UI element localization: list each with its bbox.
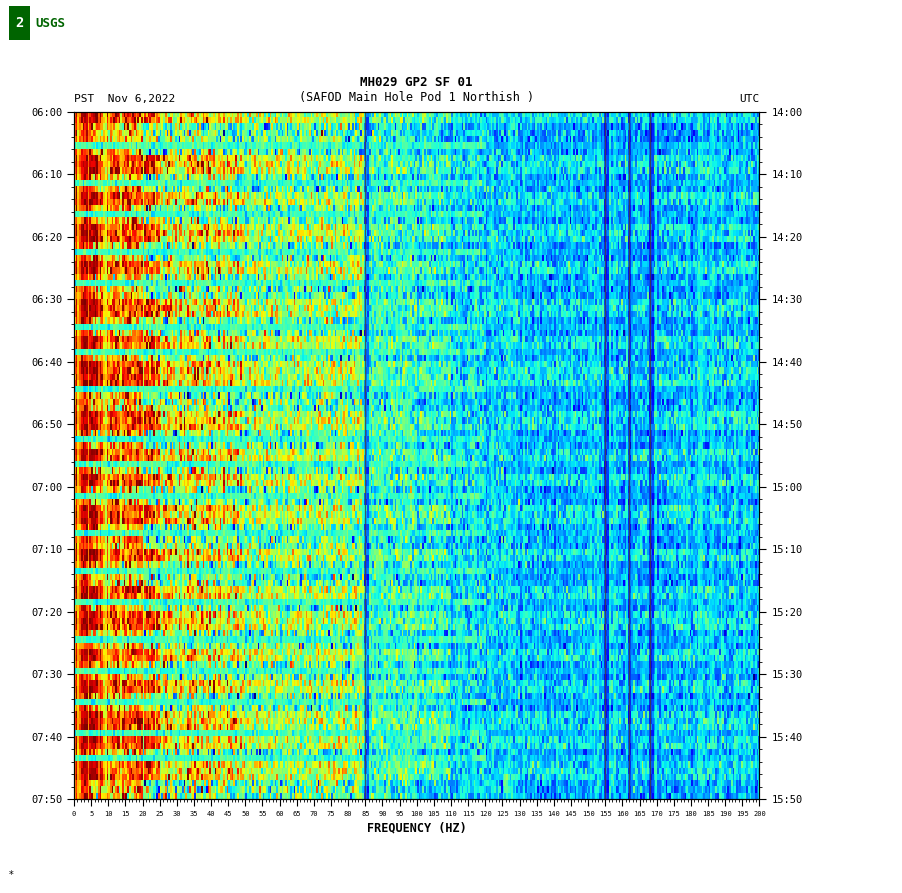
X-axis label: FREQUENCY (HZ): FREQUENCY (HZ) <box>367 822 466 834</box>
Text: USGS: USGS <box>35 17 65 29</box>
Text: MH029 GP2 SF 01: MH029 GP2 SF 01 <box>361 76 473 89</box>
FancyBboxPatch shape <box>9 6 30 40</box>
Text: *: * <box>9 870 14 880</box>
Text: PST  Nov 6,2022: PST Nov 6,2022 <box>74 95 175 104</box>
Text: (SAFOD Main Hole Pod 1 Northish ): (SAFOD Main Hole Pod 1 Northish ) <box>299 91 534 104</box>
Text: UTC: UTC <box>740 95 759 104</box>
Text: 2: 2 <box>15 16 23 30</box>
